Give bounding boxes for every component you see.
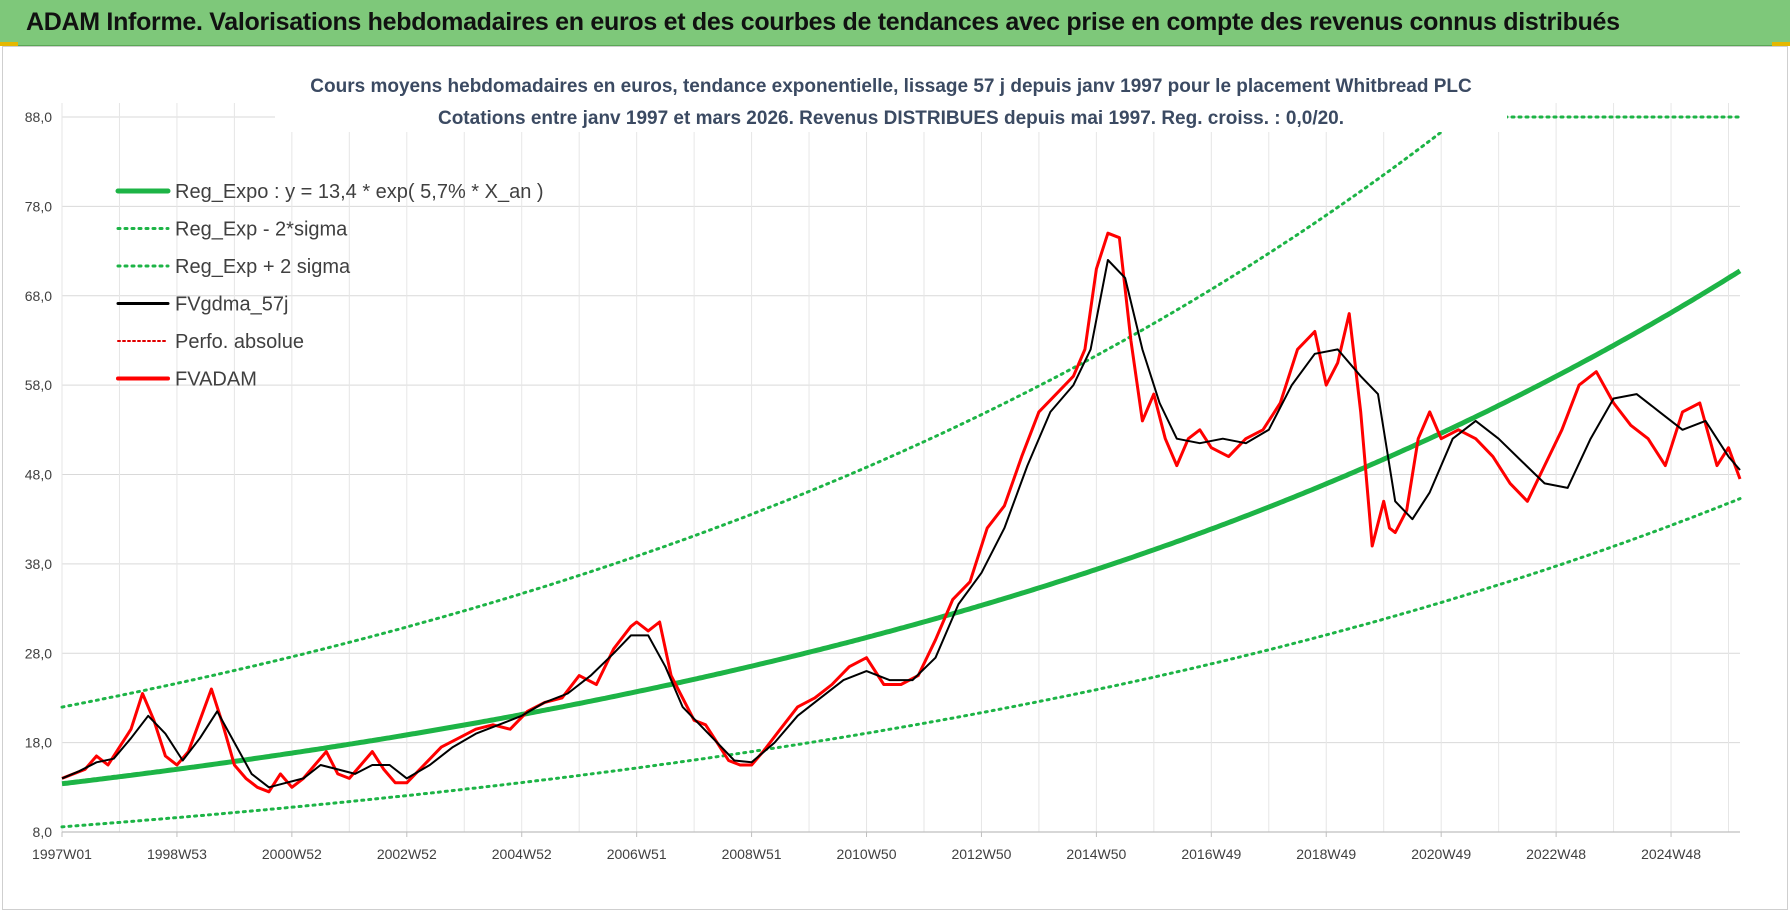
series-layer bbox=[60, 115, 1742, 829]
legend: Reg_Expo : y = 13,4 * exp( 5,7% * X_an )… bbox=[115, 181, 544, 391]
title-background bbox=[275, 68, 1507, 132]
report-title: ADAM Informe. Valorisations hebdomadaire… bbox=[26, 8, 1620, 36]
y-tick-label: 58,0 bbox=[25, 377, 52, 393]
report-banner: ADAM Informe. Valorisations hebdomadaire… bbox=[0, 0, 1790, 46]
legend-label-sigma_low: Reg_Exp - 2*sigma bbox=[175, 219, 348, 241]
grid-layer bbox=[61, 103, 1740, 833]
y-tick-label: 68,0 bbox=[25, 288, 52, 304]
x-tick-label: 2006W51 bbox=[607, 846, 667, 862]
series-reg-exp-plus-2sigma bbox=[60, 117, 1460, 709]
y-tick-label: 78,0 bbox=[25, 198, 52, 214]
legend-label-perfo: Perfo. absolue bbox=[175, 331, 304, 353]
legend-label-fvgdma: FVgdma_57j bbox=[175, 294, 288, 316]
axis-layer: 8,0 18,0 28,0 38,0 48,0 58,0 68,0 78,0 88,0 1997W… bbox=[25, 109, 1740, 862]
x-tick-label: 2016W49 bbox=[1181, 846, 1241, 862]
y-tick-label: 28,0 bbox=[25, 645, 52, 661]
chart-title-line-1: Cours moyens hebdomadaires en euros, ten… bbox=[310, 76, 1472, 97]
x-tick-label: 2024W48 bbox=[1641, 846, 1701, 862]
series-fvadam bbox=[61, 231, 1742, 794]
x-tick-label: 2020W49 bbox=[1411, 846, 1471, 862]
x-tick-label: 1998W53 bbox=[147, 846, 207, 862]
legend-label-reg_expo: Reg_Expo : y = 13,4 * exp( 5,7% * X_an ) bbox=[175, 181, 544, 203]
x-tick-label: 1997W01 bbox=[32, 846, 92, 862]
x-tick-label: 2000W52 bbox=[262, 846, 322, 862]
x-tick-label: 2012W50 bbox=[951, 846, 1011, 862]
y-tick-label: 88,0 bbox=[25, 109, 52, 125]
y-tick-label: 38,0 bbox=[25, 556, 52, 572]
x-tick-label: 2002W52 bbox=[377, 846, 437, 862]
series-reg-exp-minus-2sigma bbox=[60, 497, 1742, 829]
x-tick-label: 2022W48 bbox=[1526, 846, 1586, 862]
y-tick-label: 48,0 bbox=[25, 467, 52, 483]
legend-label-fvadam: FVADAM bbox=[175, 369, 257, 391]
corner-marker-right bbox=[1772, 42, 1790, 46]
series-fvgdma bbox=[61, 259, 1741, 789]
x-tick-label: 2004W52 bbox=[492, 846, 552, 862]
corner-marker-left bbox=[0, 42, 18, 46]
x-tick-label: 2018W49 bbox=[1296, 846, 1356, 862]
chart-frame bbox=[2, 46, 1788, 910]
legend-label-sigma_high: Reg_Exp + 2 sigma bbox=[175, 256, 351, 278]
y-tick-label: 18,0 bbox=[25, 735, 52, 751]
x-tick-label: 2014W50 bbox=[1066, 846, 1126, 862]
chart-title-line-2: Cotations entre janv 1997 et mars 2026. … bbox=[438, 108, 1344, 129]
x-tick-label: 2010W50 bbox=[837, 846, 897, 862]
series-reg-expo bbox=[61, 268, 1742, 787]
y-tick-label: 8,0 bbox=[33, 824, 53, 840]
x-tick-label: 2008W51 bbox=[722, 846, 782, 862]
